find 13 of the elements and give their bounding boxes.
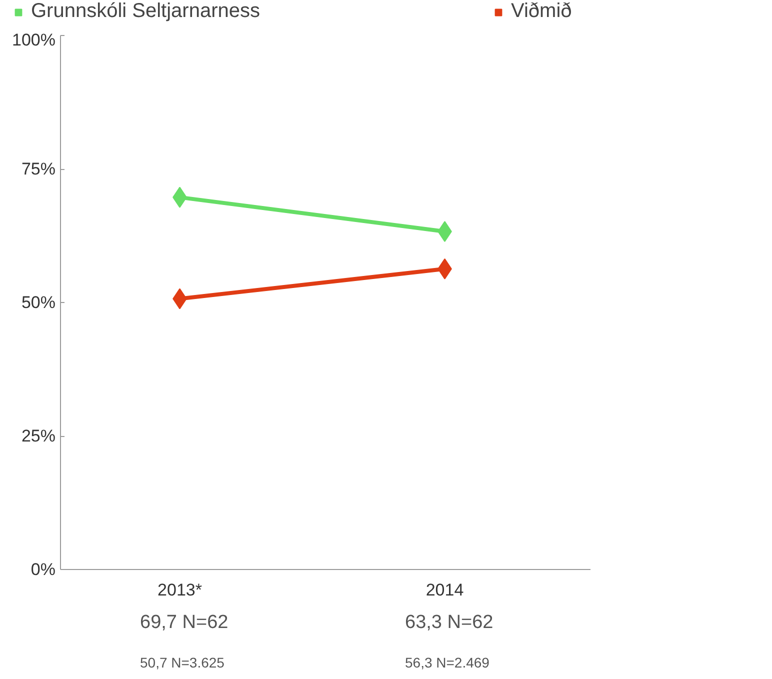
y-tick-label: 75% xyxy=(21,160,56,178)
data-label: 50,7 N=3.625 xyxy=(140,654,225,670)
y-tick-label: 100% xyxy=(12,30,56,50)
y-tick-label: 50% xyxy=(21,293,56,312)
y-tick-label: 0% xyxy=(30,560,56,579)
x-tick-label: 2014 xyxy=(426,580,464,600)
data-label: 56,3 N=2.469 xyxy=(405,654,490,670)
legend-label: Viðmið xyxy=(511,0,572,23)
x-tick-label: 2013* xyxy=(158,580,202,600)
data-label: 63,3 N=62 xyxy=(405,612,494,633)
y-tick-label: 25% xyxy=(21,426,56,446)
legend-label: Grunnskóli Seltjarnarness xyxy=(31,0,260,23)
data-label: 69,7 N=62 xyxy=(140,612,228,633)
